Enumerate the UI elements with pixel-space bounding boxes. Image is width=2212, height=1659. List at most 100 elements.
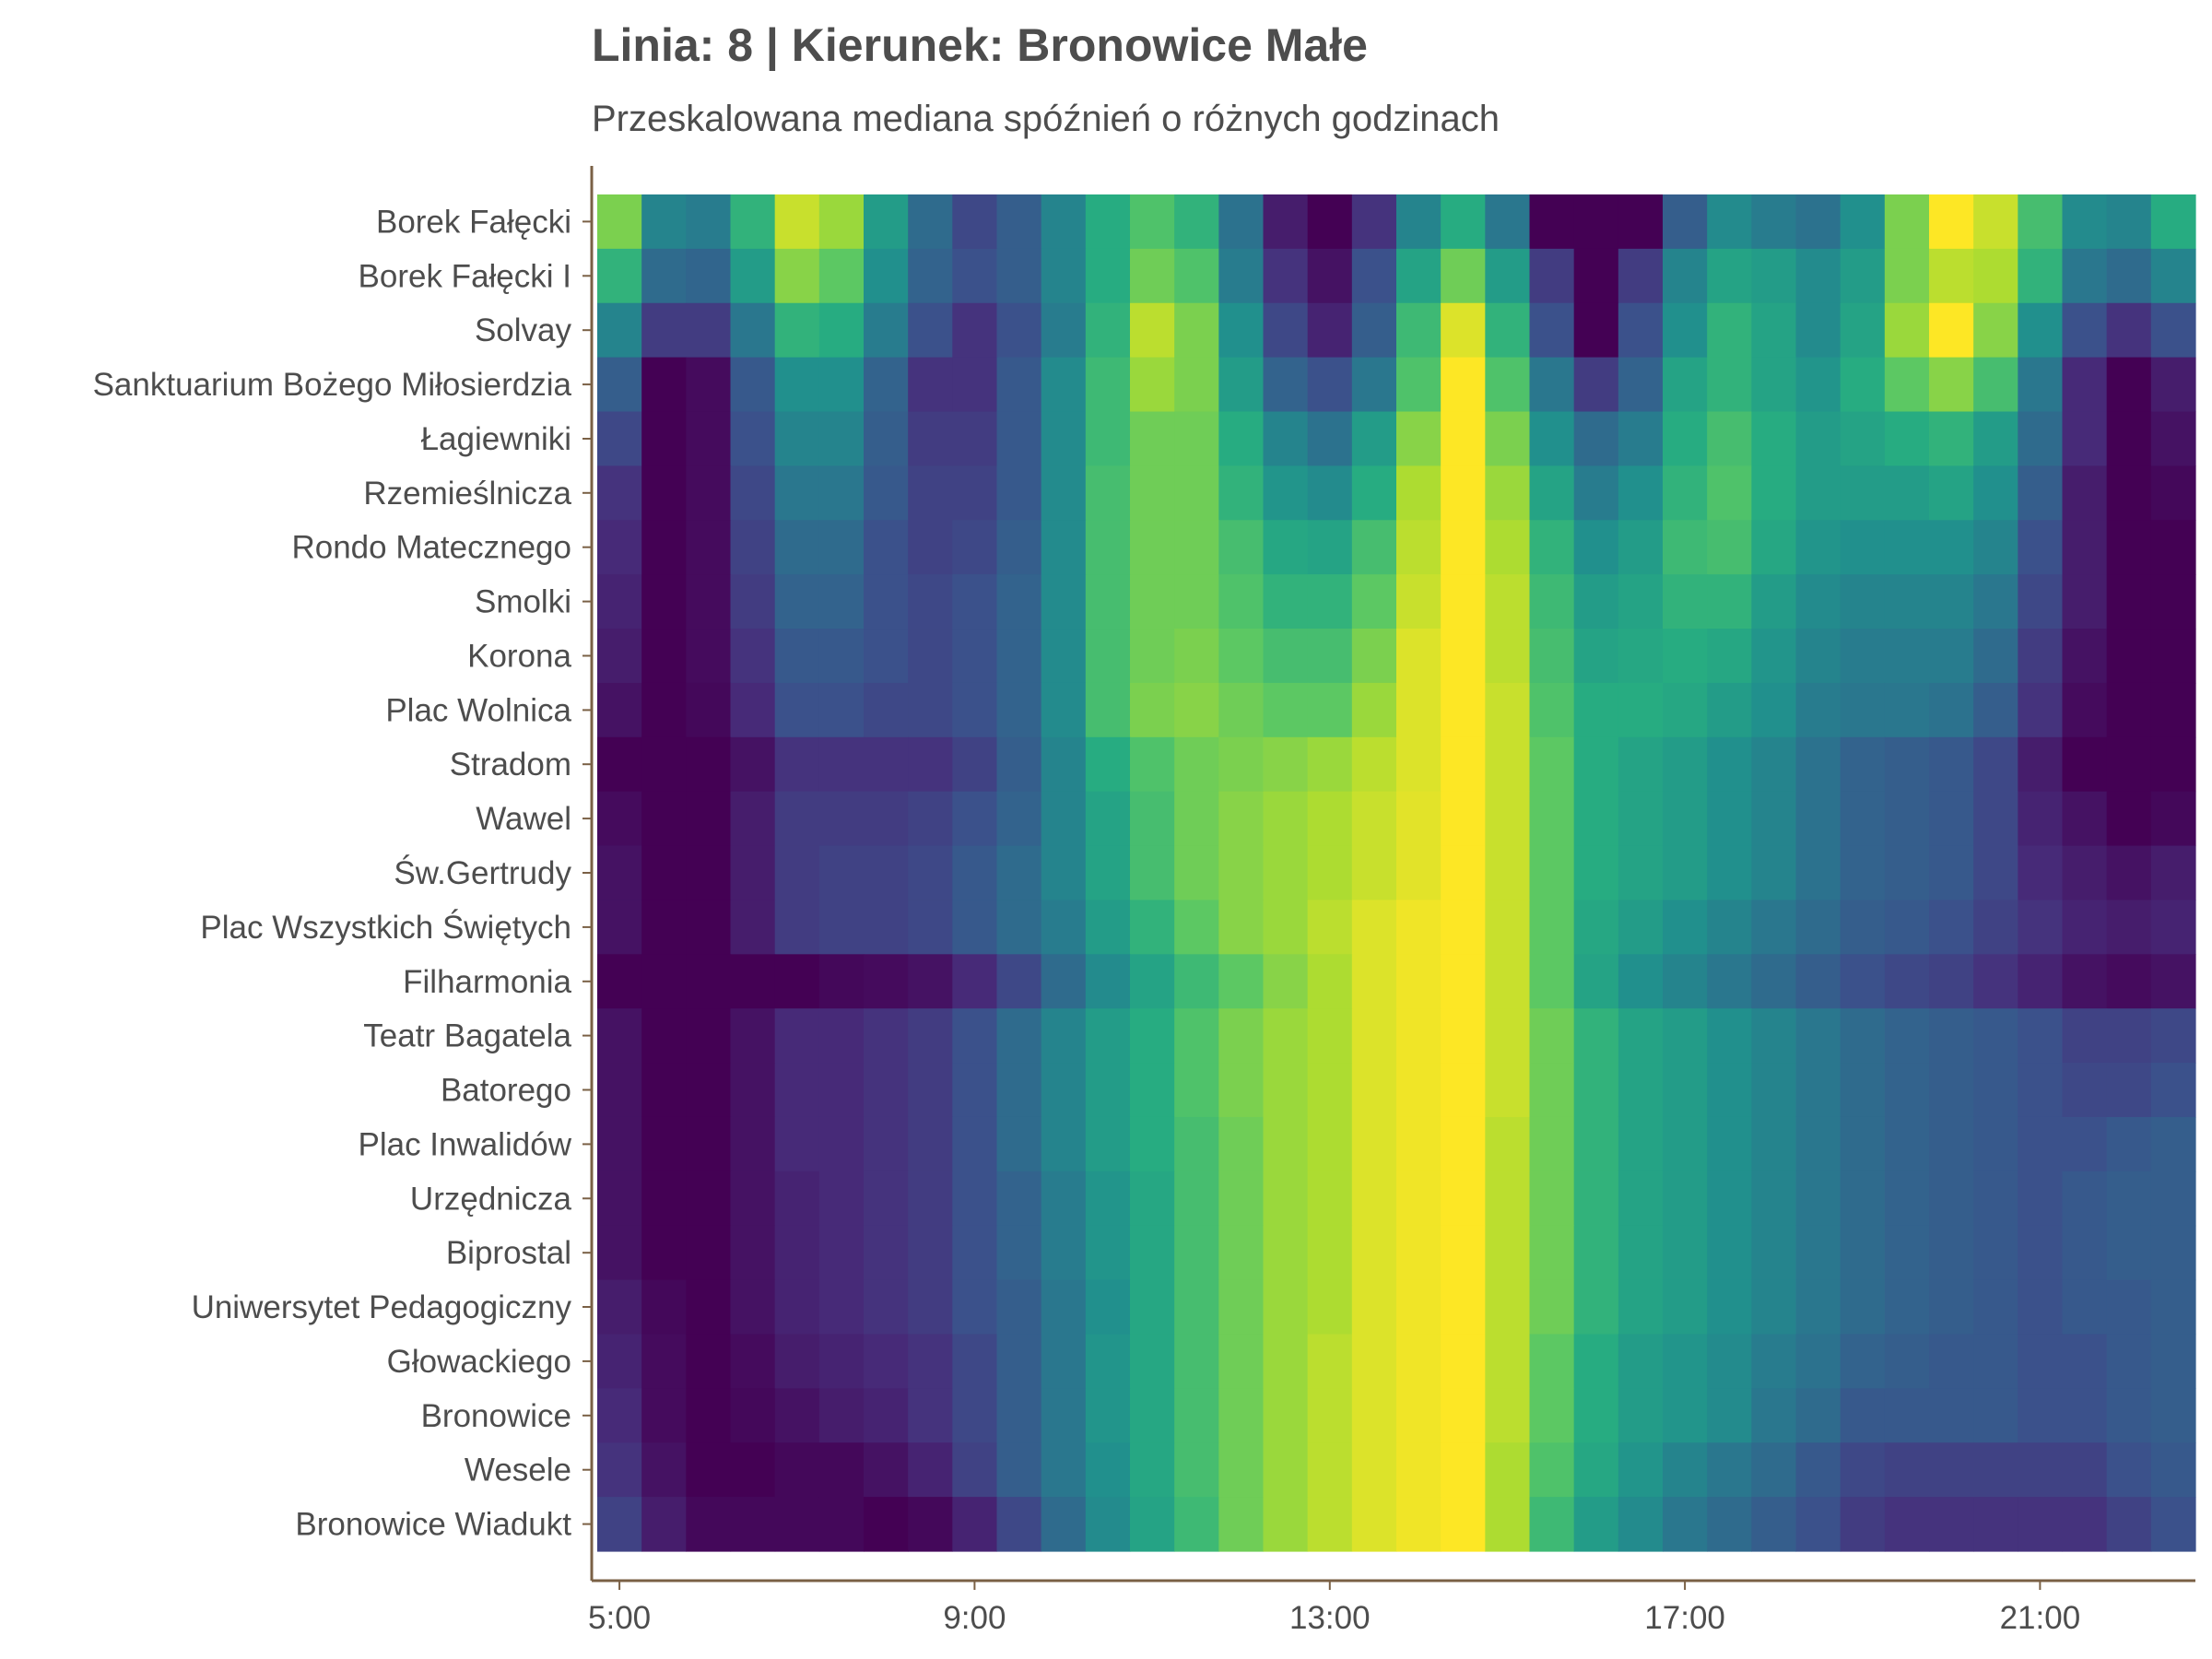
y-tick-label: Łagiewniki [421,421,571,457]
heatmap-cell [818,574,865,629]
heatmap-cell [2150,1497,2196,1552]
heatmap-cell [1529,682,1575,738]
heatmap-cell [1351,1063,1397,1118]
heatmap-cell [1218,465,1265,521]
heatmap-cell [908,1116,953,1172]
heatmap-cell [1396,520,1441,575]
heatmap-cell [1795,845,1841,901]
heatmap-cell [2062,1171,2108,1227]
heatmap-cell [952,1497,998,1552]
heatmap-cell [1485,1497,1531,1552]
heatmap-cell [2062,1388,2108,1443]
heatmap-cell [1618,1008,1664,1064]
heatmap-cell [730,1279,776,1335]
heatmap-cell [2018,1334,2064,1389]
heatmap-cell [1795,194,1841,250]
heatmap-cell [1085,1442,1131,1498]
heatmap-cell [908,357,953,413]
heatmap-cell [1085,682,1131,738]
heatmap-cell [774,357,820,413]
heatmap-cell [597,302,642,359]
heatmap-cell [996,1334,1042,1389]
heatmap-cell [597,682,642,738]
heatmap-cell [1795,1225,1841,1281]
heatmap-cell [1707,302,1752,359]
heatmap-cell [1884,520,1930,575]
heatmap-cell [1351,845,1397,901]
heatmap-cell [730,194,776,250]
heatmap-cell [774,900,820,955]
heatmap-cell [2018,574,2064,629]
heatmap-cell [1840,1279,1886,1335]
heatmap-cell [1973,791,2018,847]
heatmap-cell [1795,1442,1841,1498]
heatmap-cell [686,1116,732,1172]
heatmap-cell [2106,736,2152,793]
heatmap-cell [1973,1334,2018,1389]
heatmap-cell [1929,629,1974,684]
heatmap-cell [1707,682,1752,738]
heatmap-cell [686,1225,732,1281]
heatmap-cell [1884,954,1930,1009]
heatmap-cell [818,1497,865,1552]
heatmap-cell [1041,900,1087,955]
heatmap-cell [1263,1225,1309,1281]
heatmap-cell [774,520,820,575]
heatmap-cell [597,1334,642,1389]
heatmap-cell [1663,1171,1708,1227]
y-tick-label: Urzędnicza [410,1181,572,1217]
heatmap-cell [641,1063,687,1118]
heatmap-cell [597,1008,642,1064]
heatmap-cell [1041,791,1087,847]
heatmap-cell [1929,465,1974,521]
heatmap-cell [996,682,1042,738]
heatmap-cell [996,900,1042,955]
heatmap-cell [2018,1225,2064,1281]
heatmap-cell [1218,574,1265,629]
heatmap-cell [1351,520,1397,575]
heatmap-cell [1618,1497,1664,1552]
heatmap-cell [1884,629,1930,684]
heatmap-cell [1529,1008,1575,1064]
heatmap-cell [1351,1116,1397,1172]
heatmap-cell [1929,1442,1974,1498]
heatmap-cell [908,302,953,359]
y-tick-label: Uniwersytet Pedagogiczny [192,1289,572,1325]
heatmap-cell [2150,574,2196,629]
heatmap-cell [1618,845,1664,901]
heatmap-cell [597,1497,642,1552]
heatmap-cell [1929,845,1974,901]
heatmap-cell [1573,736,1619,793]
heatmap-cell [952,520,998,575]
heatmap-cell [730,1225,776,1281]
heatmap-cell [1751,1279,1797,1335]
heatmap-cell [686,465,732,521]
heatmap-cell [1707,791,1752,847]
heatmap-cell [818,791,865,847]
heatmap-cell [641,1116,687,1172]
heatmap-cell [686,520,732,575]
heatmap-cell [1174,411,1219,466]
heatmap-cell [1663,736,1708,793]
heatmap-cell [1441,791,1486,847]
heatmap-cell [2150,1334,2196,1389]
heatmap-cell [1973,357,2018,413]
heatmap-cell [686,1008,732,1064]
heatmap-cell [686,248,732,304]
heatmap-cell [1573,1225,1619,1281]
heatmap-cell [1884,194,1930,250]
heatmap-cell [1441,1442,1486,1498]
heatmap-cell [1085,1497,1131,1552]
heatmap-cell [1929,736,1974,793]
heatmap-cell [1351,1334,1397,1389]
heatmap-cell [1840,1116,1886,1172]
heatmap-cell [2106,900,2152,955]
heatmap-cell [1795,465,1841,521]
heatmap-cell [1485,736,1531,793]
heatmap-cell [2106,302,2152,359]
heatmap-cell [2150,194,2196,250]
y-tick-label: Rzemieślnicza [363,476,571,512]
heatmap-cell [2106,357,2152,413]
heatmap-cell [774,302,820,359]
heatmap-cell [1218,1388,1265,1443]
